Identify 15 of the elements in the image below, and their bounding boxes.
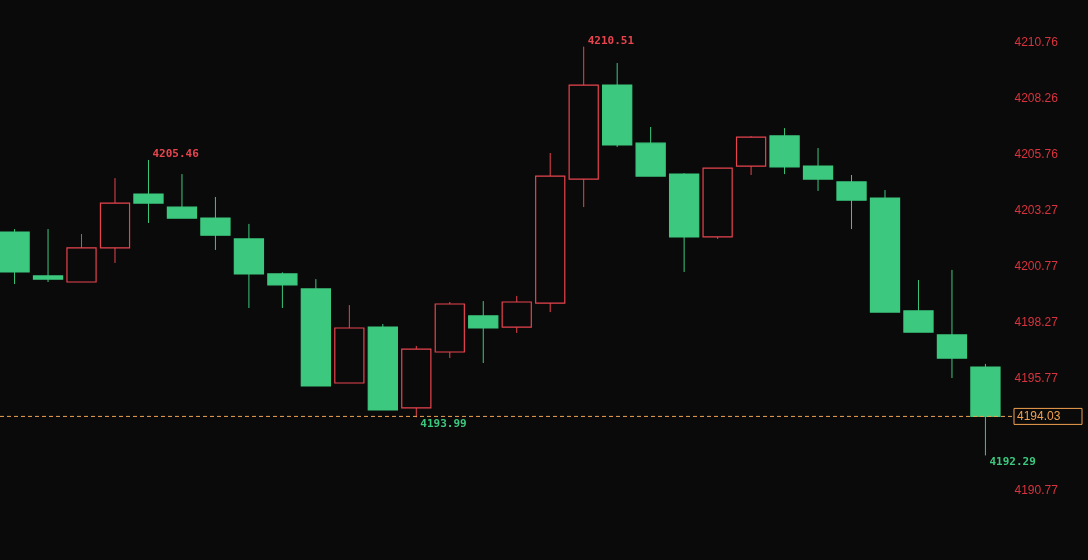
annotation: 4193.99 (420, 417, 467, 431)
candlestick (32, 228, 64, 283)
ref-line-label: 4194.03 (1017, 409, 1061, 424)
y-tick-label: 4205.76 (1014, 146, 1059, 161)
y-tick-label: 4208.26 (1014, 90, 1059, 105)
annotation: 4192.29 (989, 455, 1036, 469)
y-tick-label: 4203.27 (1014, 202, 1059, 217)
y-tick-label: 4198.27 (1014, 314, 1059, 329)
y-tick-label: 4200.77 (1014, 258, 1059, 273)
y-tick-label: 4210.76 (1014, 34, 1059, 49)
annotation: 4205.46 (152, 146, 200, 160)
annotation: 4210.51 (587, 33, 635, 47)
y-tick-label: 4195.77 (1014, 370, 1059, 385)
candlestick (133, 159, 164, 224)
y-tick-label: 4190.77 (1014, 483, 1059, 498)
